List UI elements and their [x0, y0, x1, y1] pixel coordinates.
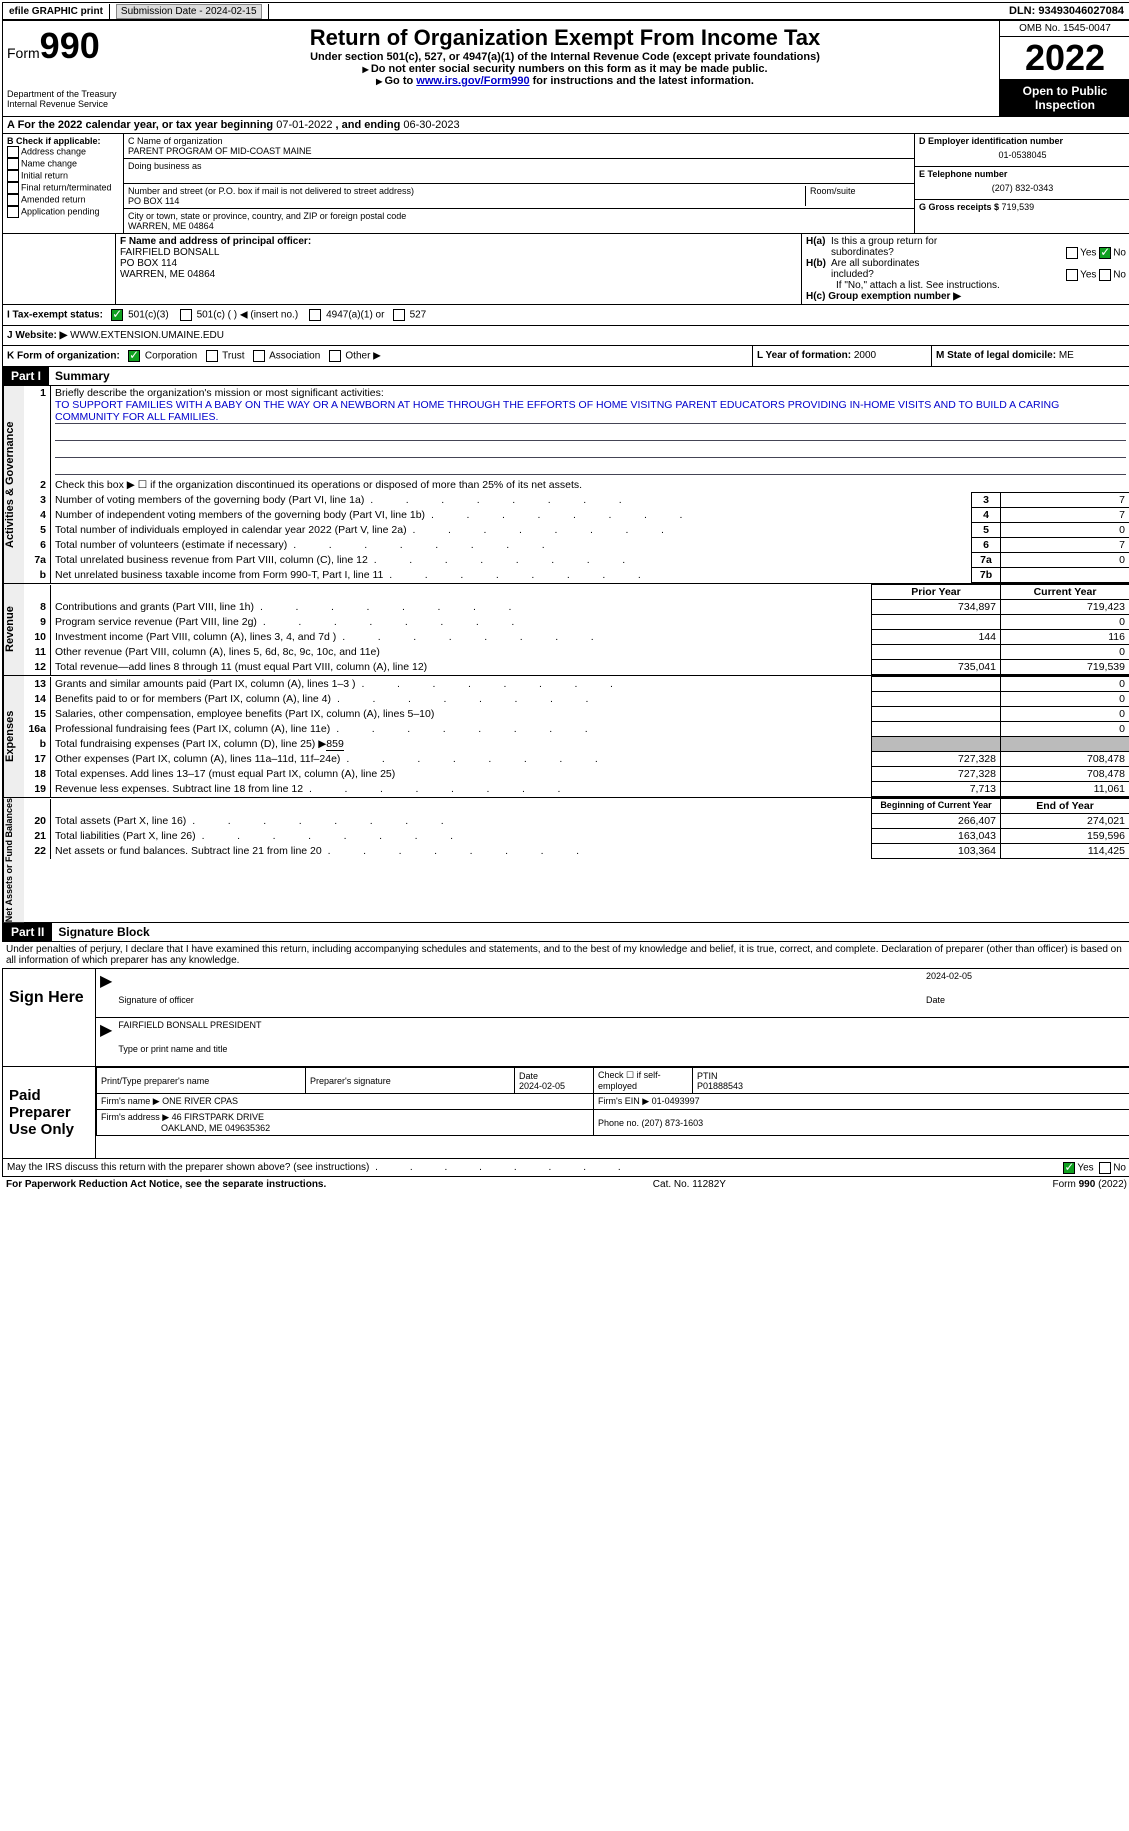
- vert-expenses: Expenses: [3, 676, 24, 797]
- submission-button[interactable]: Submission Date - 2024-02-15: [116, 4, 262, 19]
- form-subtitle: Under section 501(c), 527, or 4947(a)(1)…: [135, 51, 995, 63]
- page-footer: For Paperwork Reduction Act Notice, see …: [2, 1177, 1129, 1192]
- submission-date-cell: Submission Date - 2024-02-15: [110, 4, 269, 19]
- form-container: Form990 Department of the Treasury Inter…: [2, 20, 1129, 942]
- discuss-row: May the IRS discuss this return with the…: [2, 1159, 1129, 1177]
- section-m: M State of legal domicile: ME: [931, 346, 1129, 366]
- vert-revenue: Revenue: [3, 584, 24, 675]
- section-b: B Check if applicable: Address change Na…: [3, 134, 124, 233]
- part-2-header: Part IISignature Block: [3, 922, 1129, 941]
- irs-link[interactable]: www.irs.gov/Form990: [416, 75, 529, 87]
- section-f: F Name and address of principal officer:…: [116, 234, 801, 304]
- vert-activities: Activities & Governance: [3, 386, 24, 583]
- paid-preparer-section: Paid Preparer Use Only Print/Type prepar…: [2, 1067, 1129, 1159]
- efile-label: efile GRAPHIC print: [3, 4, 110, 19]
- penalty-statement: Under penalties of perjury, I declare th…: [2, 942, 1129, 969]
- section-j: J Website: ▶ WWW.EXTENSION.UMAINE.EDU: [7, 330, 1126, 341]
- mission-text: TO SUPPORT FAMILIES WITH A BABY ON THE W…: [55, 399, 1126, 424]
- section-k: K Form of organization: Corporation Trus…: [3, 346, 752, 366]
- section-d-e-g: D Employer identification number01-05380…: [914, 134, 1129, 233]
- top-bar: efile GRAPHIC print Submission Date - 20…: [2, 2, 1129, 20]
- open-inspection: Open to Public Inspection: [1000, 80, 1129, 116]
- tax-year: 2022: [1000, 37, 1129, 80]
- omb-number: OMB No. 1545-0047: [1000, 21, 1129, 37]
- dept-label: Department of the Treasury Internal Reve…: [7, 89, 127, 109]
- note-ssn: Do not enter social security numbers on …: [135, 63, 995, 75]
- form-id-box: Form990 Department of the Treasury Inter…: [3, 21, 131, 116]
- section-c: C Name of organizationPARENT PROGRAM OF …: [124, 134, 914, 233]
- section-a: A For the 2022 calendar year, or tax yea…: [3, 116, 1129, 133]
- form-title: Return of Organization Exempt From Incom…: [135, 25, 995, 51]
- section-i: I Tax-exempt status: 501(c)(3) 501(c) ( …: [7, 309, 1126, 321]
- section-l: L Year of formation: 2000: [752, 346, 931, 366]
- part-1-header: Part ISummary: [3, 366, 1129, 385]
- note-goto: Go to www.irs.gov/Form990 for instructio…: [135, 75, 995, 87]
- dln-cell: DLN: 93493046027084: [1003, 3, 1129, 19]
- section-h: H(a) Is this a group return for subordin…: [801, 234, 1129, 304]
- sign-here-section: Sign Here ▶ 2024-02-05 ▶ Signature of of…: [2, 969, 1129, 1067]
- vert-net-assets: Net Assets or Fund Balances: [3, 798, 24, 922]
